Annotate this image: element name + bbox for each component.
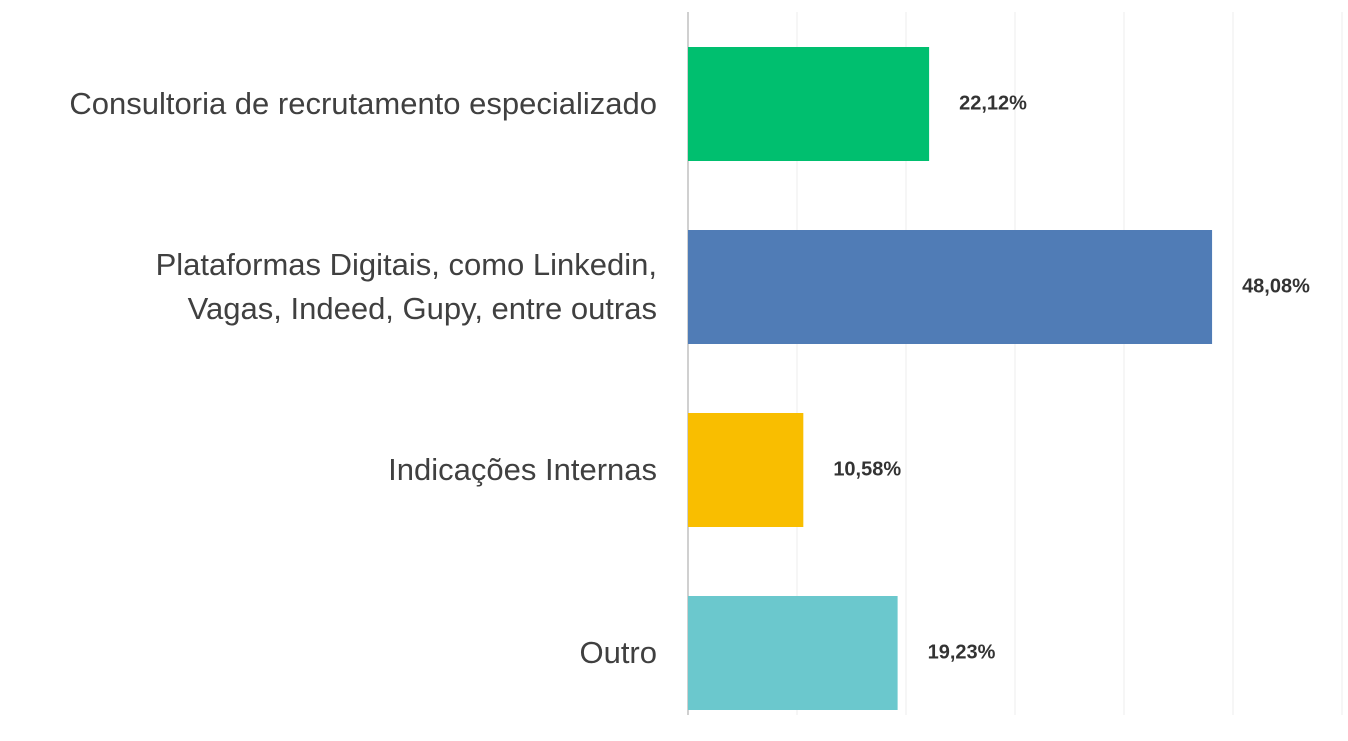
category-label: Plataformas Digitais, como Linkedin, Vag…	[155, 247, 657, 326]
category-label: Outro	[579, 635, 657, 670]
bar	[688, 47, 930, 161]
category-label: Indicações Internas	[388, 452, 657, 487]
value-label: 19,23%	[928, 641, 996, 663]
value-label: 48,08%	[1242, 275, 1310, 297]
bar	[688, 596, 898, 710]
category-label: Consultoria de recrutamento especializad…	[69, 86, 657, 121]
bar	[688, 413, 804, 527]
value-label: 10,58%	[833, 458, 901, 480]
bar	[688, 230, 1213, 344]
value-label: 22,12%	[959, 92, 1027, 114]
